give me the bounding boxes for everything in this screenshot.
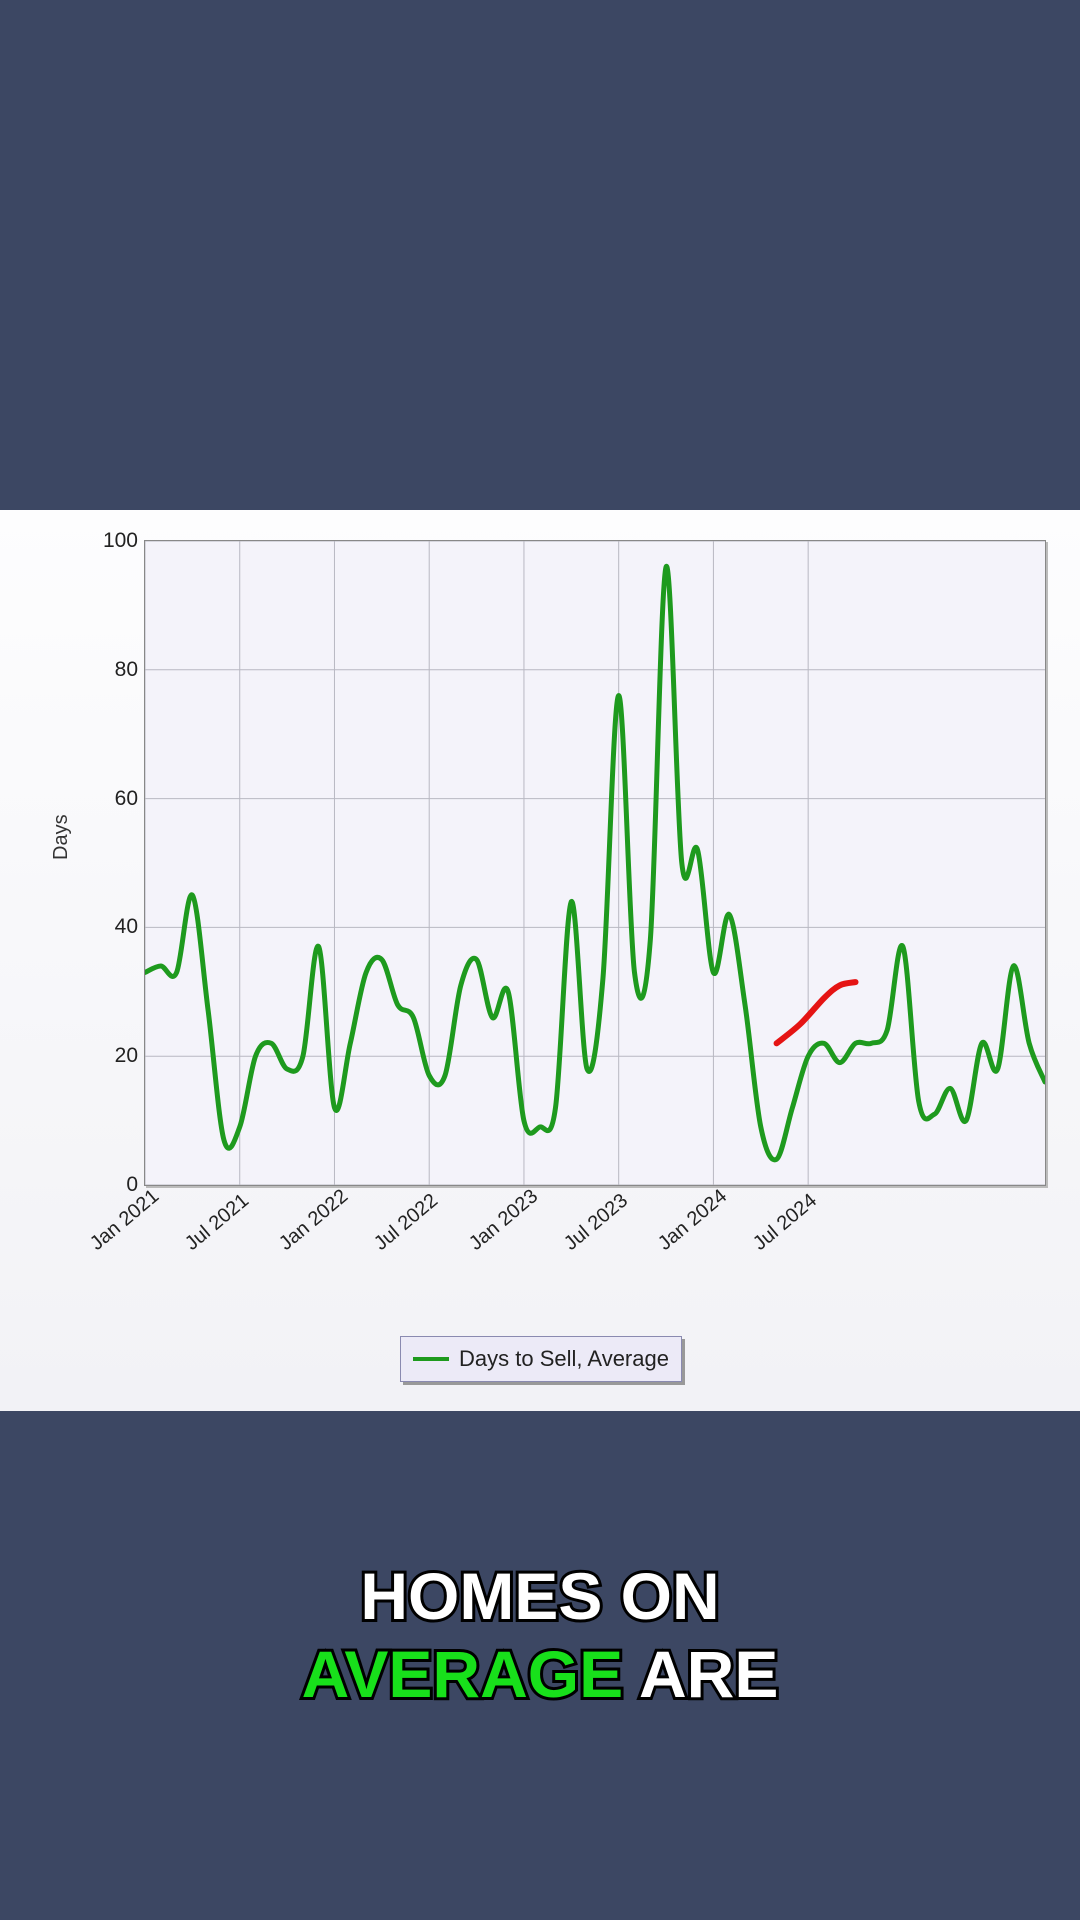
legend: Days to Sell, Average xyxy=(400,1336,682,1382)
plot-wrap: Days 020406080100 Jan 2021Jul 2021Jan 20… xyxy=(50,530,1060,1290)
y-tick-label: 80 xyxy=(98,658,138,682)
y-tick-label: 100 xyxy=(98,529,138,553)
y-tick-label: 20 xyxy=(98,1044,138,1068)
caption-highlight-word: AVERAGE xyxy=(302,1637,624,1711)
y-axis-label: Days xyxy=(50,814,73,860)
x-tick-label: Jul 2023 xyxy=(560,1189,633,1255)
legend-swatch xyxy=(413,1357,449,1361)
caption-line-1: HOMES ON xyxy=(0,1558,1080,1634)
caption-word: ARE xyxy=(639,1637,778,1711)
caption-line-2: AVERAGE ARE xyxy=(0,1636,1080,1712)
x-tick-label: Jan 2024 xyxy=(654,1185,732,1256)
y-tick-label: 40 xyxy=(98,915,138,939)
y-tick-label: 0 xyxy=(98,1173,138,1197)
x-tick-label: Jul 2024 xyxy=(749,1189,822,1255)
chart-svg xyxy=(145,541,1045,1185)
x-tick-label: Jan 2023 xyxy=(465,1185,543,1256)
x-tick-label: Jan 2022 xyxy=(275,1185,353,1256)
plot-area xyxy=(144,540,1046,1186)
x-tick-label: Jul 2022 xyxy=(370,1189,443,1255)
chart-panel: Days 020406080100 Jan 2021Jul 2021Jan 20… xyxy=(0,510,1080,1411)
x-tick-label: Jul 2021 xyxy=(181,1189,254,1255)
legend-label: Days to Sell, Average xyxy=(459,1346,669,1372)
y-tick-label: 60 xyxy=(98,787,138,811)
